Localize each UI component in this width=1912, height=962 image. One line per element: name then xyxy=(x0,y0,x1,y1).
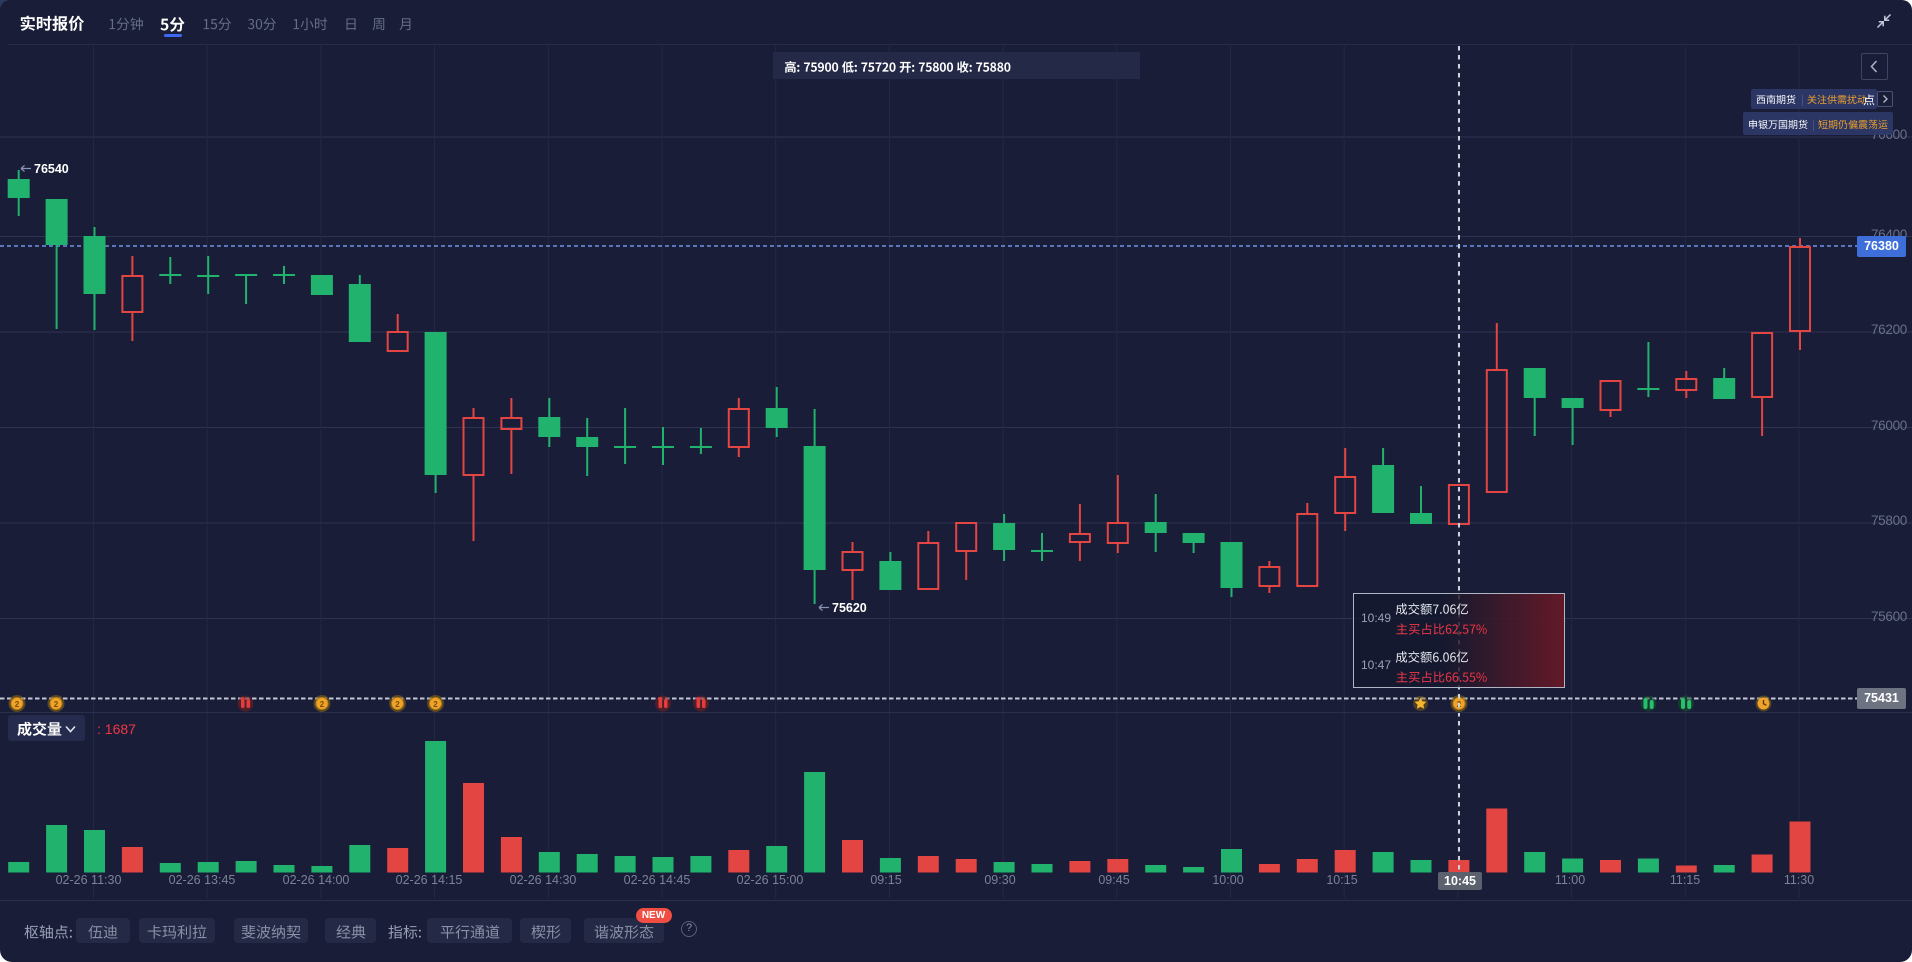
svg-text:2: 2 xyxy=(54,700,59,709)
svg-text:2: 2 xyxy=(320,700,325,709)
svg-text:2: 2 xyxy=(433,700,438,709)
svg-text:2: 2 xyxy=(395,700,400,709)
svg-text:2: 2 xyxy=(15,700,20,709)
